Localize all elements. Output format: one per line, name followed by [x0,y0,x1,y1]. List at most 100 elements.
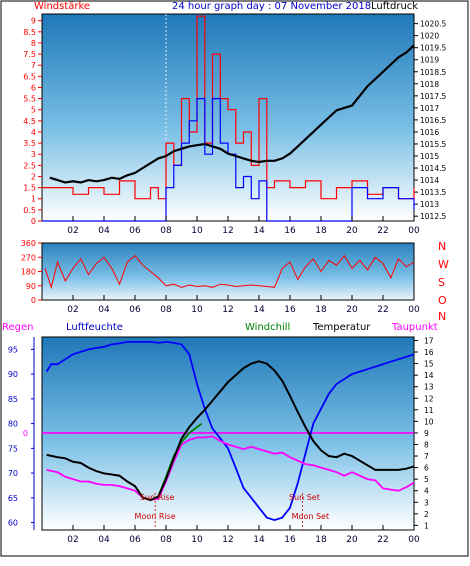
legend-dewpoint: Taupunkt [391,322,438,333]
x-axis-bottom-label: 20 [346,535,358,545]
pressure-axis-tick-label: 1013 [420,200,439,209]
pressure-axis-tick-label: 1018.5 [420,68,446,77]
humidity-line [45,340,415,522]
temperature-axis-tick-label: 12 [424,394,434,403]
wind-axis-tick-label: 8 [31,39,36,48]
compass-label: S [438,276,445,289]
pressure-axis-tick-label: 1013.5 [420,188,446,197]
plot-area-wind [41,13,415,222]
temperature-axis-tick-label: 1 [424,521,429,530]
pressure-axis-tick-label: 1020 [420,32,439,41]
x-axis-direction-label: 02 [67,305,78,315]
humidity-axis-tick-label: 70 [8,469,18,478]
pressure-axis-tick-label: 1012.5 [420,212,446,221]
legend-humidity: Luftfeuchte [66,322,123,333]
wind-axis-tick-label: 2 [31,172,36,181]
x-axis-top-label: 04 [98,226,110,236]
x-axis-bottom-label: 22 [377,535,388,545]
temperature-axis-tick-label: 5 [424,475,429,484]
wind-axis-label: Windstärke [34,1,90,12]
temperature-axis-tick-label: 7 [424,452,429,461]
wind-axis-tick-label: 2.5 [23,161,36,170]
x-axis-top-label: 08 [160,226,172,236]
x-axis-top-label: 22 [377,226,388,236]
wind-direction-line [44,254,415,290]
wind-axis-tick-label: 7.5 [23,50,36,59]
sunset-label: Sun Set [289,493,320,502]
x-axis-bottom-label: 08 [160,535,172,545]
x-axis-direction-label: 06 [129,305,141,315]
x-axis-top-label: 20 [346,226,358,236]
humidity-temperature-panel: 6065707580859095012345678910111213141516… [8,336,434,545]
x-axis-direction-label: 10 [191,305,203,315]
pressure-axis-tick-label: 1016.5 [420,116,446,125]
x-axis-direction-label: 08 [160,305,172,315]
x-axis-top-label: 10 [191,226,203,236]
pressure-axis-tick-label: 1020.5 [420,20,446,29]
wind-axis-tick-label: 7 [31,61,36,70]
pressure-axis-tick-label: 1015.5 [420,140,446,149]
temperature-axis-tick-label: 16 [424,348,434,357]
temperature-line [46,360,415,502]
x-axis-top-label: 18 [315,226,327,236]
pressure-axis-tick-label: 1018 [420,80,439,89]
humidity-axis-tick-label: 80 [8,420,18,429]
x-axis-bottom-label: 12 [222,535,233,545]
pressure-axis-tick-label: 1014.5 [420,164,446,173]
x-axis-direction-label: 00 [408,305,420,315]
x-axis-direction-label: 04 [98,305,110,315]
direction-axis-tick-label: 0 [31,296,36,305]
wind-axis-tick-label: 6.5 [23,72,36,81]
humidity-axis-tick-label: 60 [8,519,18,528]
wind-axis-tick-label: 4 [31,128,36,137]
wind-axis-tick-label: 4.5 [23,117,36,126]
x-axis-direction-label: 16 [284,305,296,315]
wind-axis-tick-label: 3 [31,150,36,159]
temperature-axis-tick-label: 6 [424,464,429,473]
sunrise-label: Sun Rise [140,493,175,502]
humidity-axis-tick-label: 90 [8,370,18,379]
x-axis-direction-label: 20 [346,305,358,315]
direction-axis-tick-label: 360 [21,239,36,248]
x-axis-bottom-label: 16 [284,535,296,545]
x-axis-bottom-label: 18 [315,535,327,545]
pressure-axis-tick-label: 1014 [420,176,439,185]
x-axis-top-label: 12 [222,226,233,236]
legend: Regen Luftfeuchte Windchill Temperatur T… [2,322,438,333]
x-axis-top-label: 06 [129,226,141,236]
x-axis-bottom-label: 06 [129,535,141,545]
legend-temperature: Temperatur [312,322,371,333]
temperature-axis-tick-label: 14 [424,371,434,380]
compass-label: N [438,240,446,253]
temperature-axis-tick-label: 10 [424,417,434,426]
compass-label: O [438,294,447,307]
x-axis-top-label: 02 [67,226,78,236]
legend-rain: Regen [2,322,34,333]
temperature-axis-tick-label: 11 [424,406,434,415]
chart-title: 24 hour graph day : 07 November 2018 [172,1,371,12]
humidity-axis-tick-label: 75 [8,444,18,453]
x-axis-top-label: 00 [408,226,420,236]
wind-gust-line [42,98,415,222]
x-axis-top-label: 16 [284,226,296,236]
x-axis-direction-label: 18 [315,305,327,315]
x-axis-bottom-label: 14 [253,535,265,545]
pressure-axis-tick-label: 1019 [420,56,439,65]
wind-speed-line [42,15,415,200]
pressure-axis-tick-label: 1016 [420,128,439,137]
rain-axis-tick-label: 0 [23,429,28,438]
wind-axis-tick-label: 5.5 [23,95,36,104]
temperature-axis-tick-label: 2 [424,510,429,519]
wind-axis-tick-label: 0.5 [23,206,36,215]
x-axis-top-label: 14 [253,226,265,236]
plot-area-direction [41,242,415,301]
wind-axis-tick-label: 9 [31,17,36,26]
pressure-axis-tick-label: 1015 [420,152,439,161]
direction-axis-tick-label: 90 [26,282,36,291]
moonrise-label: Moon Rise [135,512,176,521]
legend-windchill: Windchill [245,322,290,333]
pressure-axis-label: Luftdruck [371,1,418,12]
compass-label: W [438,258,449,271]
